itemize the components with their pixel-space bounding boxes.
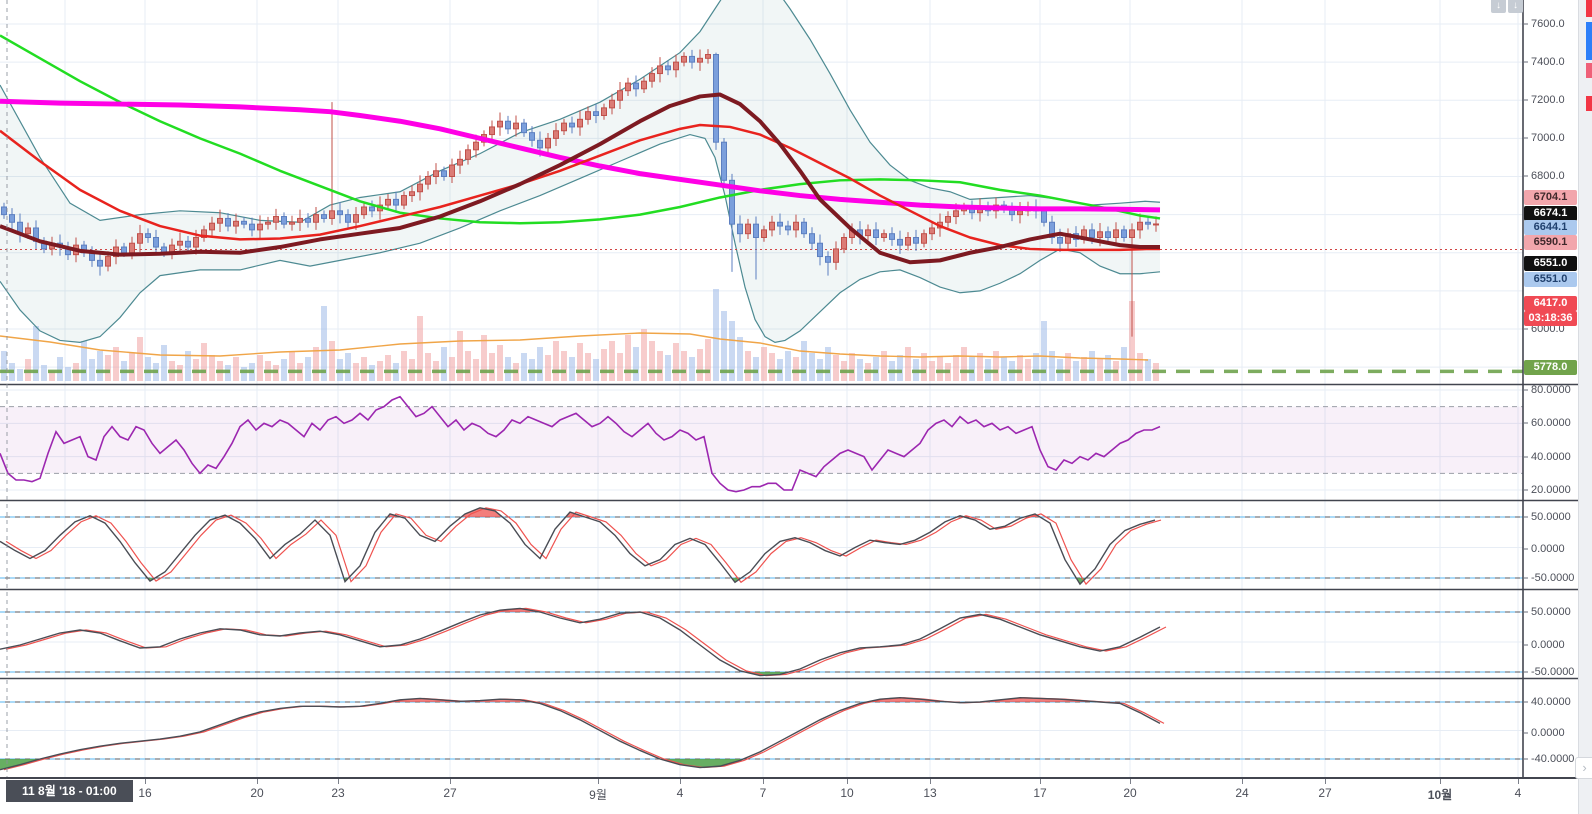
time-tick-label: 27 <box>1318 786 1332 800</box>
time-tick <box>1242 779 1243 784</box>
time-tick <box>1518 779 1519 784</box>
time-tick-label: 23 <box>331 786 345 800</box>
time-tick-label: 9월 <box>589 788 607 802</box>
collapse-panel-chevron-icon[interactable]: › <box>1575 757 1592 779</box>
time-tick <box>257 779 258 784</box>
right-scrollbar-strip[interactable] <box>1578 0 1592 814</box>
time-tick-label: 13 <box>923 786 937 800</box>
time-tick <box>145 779 146 784</box>
time-tick-label: 16 <box>138 786 152 800</box>
scroll-down-button[interactable]: ↓ <box>1508 0 1523 13</box>
time-tick <box>680 779 681 784</box>
time-tick <box>598 779 599 784</box>
time-tick <box>1040 779 1041 784</box>
time-tick <box>847 779 848 784</box>
time-tick-label: 20 <box>250 786 264 800</box>
scroll-marker <box>1586 22 1592 60</box>
time-axis[interactable]: 11 8월 '18 - 01:00 16 20 23 27 9월 4 7 10 13 17 20 24… <box>0 777 1578 814</box>
time-tick-label: 4 <box>676 786 684 800</box>
time-tick-label: 7 <box>759 786 767 800</box>
time-tick <box>1130 779 1131 784</box>
time-tick-label: 10월 <box>1427 788 1453 802</box>
time-tick <box>930 779 931 784</box>
time-tick-label: 20 <box>1123 786 1137 800</box>
time-tick-label: 17 <box>1033 786 1047 800</box>
time-tick-label: 24 <box>1235 786 1249 800</box>
time-tick-label: 27 <box>443 786 457 800</box>
time-tick <box>1325 779 1326 784</box>
time-tick-label: 10 <box>840 786 854 800</box>
time-tick <box>1440 779 1441 784</box>
scroll-marker <box>1586 0 1592 17</box>
time-tick <box>450 779 451 784</box>
time-tick <box>763 779 764 784</box>
time-tick-label: 4 <box>1514 786 1522 800</box>
time-tick <box>338 779 339 784</box>
scroll-down-button[interactable]: ↓ <box>1491 0 1506 13</box>
scroll-marker <box>1586 96 1592 111</box>
crosshair-time-badge: 11 8월 '18 - 01:00 <box>6 780 133 802</box>
scroll-marker <box>1586 63 1592 78</box>
